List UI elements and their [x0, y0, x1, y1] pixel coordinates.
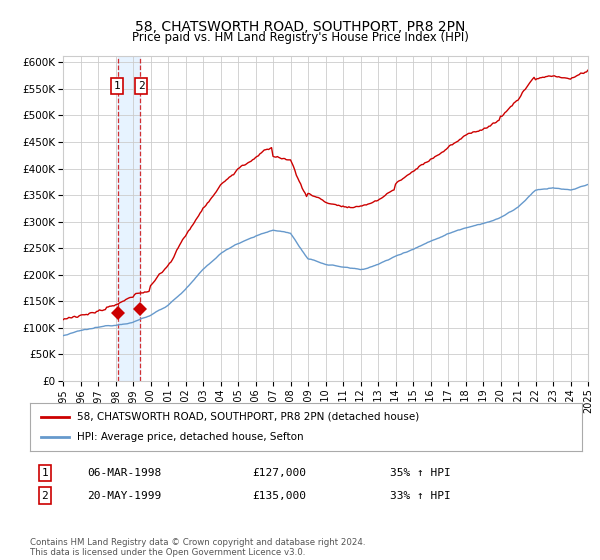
Text: 2: 2 — [137, 81, 145, 91]
Text: 06-MAR-1998: 06-MAR-1998 — [87, 468, 161, 478]
Text: HPI: Average price, detached house, Sefton: HPI: Average price, detached house, Seft… — [77, 432, 304, 442]
Bar — [118, 56, 140, 381]
Text: £127,000: £127,000 — [252, 468, 306, 478]
Text: £135,000: £135,000 — [252, 491, 306, 501]
Text: Price paid vs. HM Land Registry's House Price Index (HPI): Price paid vs. HM Land Registry's House … — [131, 31, 469, 44]
Text: Contains HM Land Registry data © Crown copyright and database right 2024.
This d: Contains HM Land Registry data © Crown c… — [30, 538, 365, 557]
Text: 33% ↑ HPI: 33% ↑ HPI — [390, 491, 451, 501]
Text: 58, CHATSWORTH ROAD, SOUTHPORT, PR8 2PN: 58, CHATSWORTH ROAD, SOUTHPORT, PR8 2PN — [135, 20, 465, 34]
Text: 35% ↑ HPI: 35% ↑ HPI — [390, 468, 451, 478]
Text: 20-MAY-1999: 20-MAY-1999 — [87, 491, 161, 501]
Text: 58, CHATSWORTH ROAD, SOUTHPORT, PR8 2PN (detached house): 58, CHATSWORTH ROAD, SOUTHPORT, PR8 2PN … — [77, 412, 419, 422]
Text: 1: 1 — [41, 468, 49, 478]
Text: 1: 1 — [114, 81, 121, 91]
Text: 2: 2 — [41, 491, 49, 501]
